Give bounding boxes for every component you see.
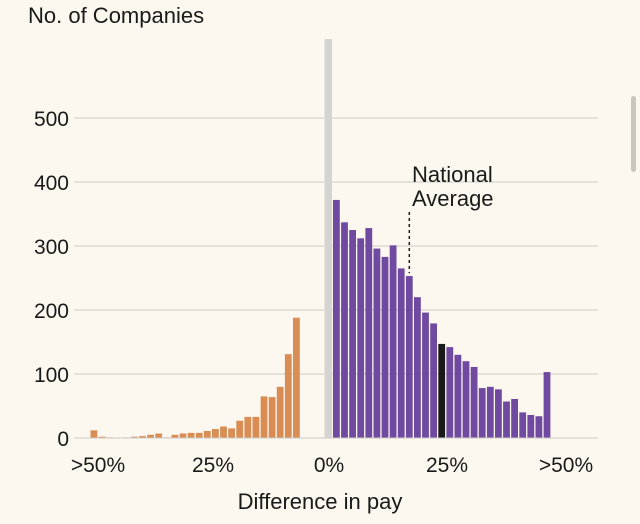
y-axis-title: No. of Companies — [28, 3, 204, 28]
x-tick-label: 25% — [426, 454, 468, 477]
bar-right — [486, 386, 494, 438]
bar-right — [446, 347, 454, 438]
bar-right — [462, 361, 470, 438]
bar-left — [293, 317, 300, 438]
bar-right — [405, 276, 413, 438]
x-tick-label: >50% — [539, 454, 593, 477]
bar-right — [349, 230, 356, 438]
bar-right — [527, 414, 535, 438]
bar-left — [179, 433, 187, 438]
y-tick-label: 0 — [57, 428, 69, 451]
bar-right — [422, 312, 429, 438]
bar-right — [495, 389, 502, 438]
bar-right — [373, 248, 381, 438]
x-tick-label: 0% — [314, 454, 344, 477]
annotation-line-2: Average — [412, 186, 494, 211]
bar-left — [195, 432, 203, 438]
y-axis-tick-labels: 0 100 200 300 400 500 — [34, 108, 69, 451]
bar-right — [535, 416, 543, 438]
bar-left — [187, 432, 195, 438]
x-tick-label: >50% — [71, 454, 125, 477]
bar-left — [276, 386, 284, 438]
bar-right — [381, 256, 389, 438]
x-axis-title: Difference in pay — [238, 489, 403, 514]
bar-right — [414, 297, 421, 438]
y-tick-label: 100 — [34, 364, 69, 387]
bar-right — [333, 199, 340, 438]
bar-left — [171, 434, 179, 438]
bar-right — [511, 398, 518, 438]
y-tick-label: 500 — [34, 108, 69, 131]
bar-left — [203, 430, 211, 438]
x-axis-tick-labels: >50% 25% 0% 25% >50% — [71, 454, 593, 477]
bar-right — [397, 268, 405, 438]
bar-left — [268, 397, 276, 438]
bar-left — [147, 434, 154, 438]
bar-left — [90, 430, 98, 438]
y-tick-label: 400 — [34, 172, 69, 195]
bar-left — [260, 396, 268, 438]
bar-right — [430, 323, 437, 438]
bar-right — [454, 354, 462, 438]
scrollbar[interactable] — [631, 96, 636, 172]
bar-right — [389, 245, 397, 438]
bar-left — [139, 436, 146, 438]
bar-left — [220, 426, 227, 438]
y-tick-label: 300 — [34, 236, 69, 259]
bar-right — [357, 238, 365, 438]
bar-right — [365, 228, 373, 438]
bar-left — [236, 420, 244, 438]
zero-line — [324, 39, 332, 438]
bar-right — [470, 366, 478, 438]
bar-right — [503, 401, 510, 438]
bar-left — [98, 436, 106, 438]
annotation-line-1: National — [412, 162, 493, 187]
bar-left — [244, 416, 252, 438]
bar-left — [212, 429, 219, 438]
bar-left — [284, 354, 292, 438]
x-tick-label: 25% — [192, 454, 234, 477]
bar-left — [131, 436, 138, 438]
bar-right — [519, 412, 527, 438]
national-average-annotation: National Average — [408, 162, 494, 274]
national-average-bar — [438, 343, 446, 438]
bars — [90, 39, 551, 438]
y-tick-label: 200 — [34, 300, 69, 323]
bar-right — [543, 372, 551, 438]
bar-right — [341, 222, 348, 438]
bar-left — [228, 428, 235, 438]
bar-left — [252, 416, 260, 438]
bar-right — [478, 388, 486, 438]
bar-left — [155, 433, 163, 438]
